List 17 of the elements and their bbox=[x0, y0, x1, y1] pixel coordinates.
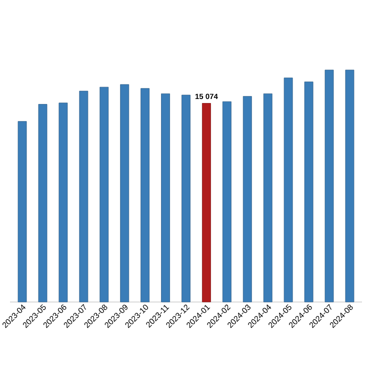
bar bbox=[100, 86, 109, 302]
bar bbox=[120, 84, 130, 302]
bar bbox=[345, 70, 354, 302]
bar bbox=[304, 82, 314, 302]
bar bbox=[324, 70, 334, 302]
bar bbox=[58, 102, 68, 302]
bar bbox=[263, 93, 272, 302]
bar bbox=[140, 88, 150, 302]
bar bbox=[38, 104, 48, 302]
bar bbox=[284, 78, 293, 302]
bar bbox=[222, 101, 232, 302]
bar bbox=[242, 96, 252, 302]
bar bbox=[18, 121, 27, 302]
bar bbox=[79, 90, 88, 302]
bar bbox=[202, 103, 211, 302]
bar bbox=[182, 94, 190, 302]
bar bbox=[161, 93, 170, 302]
